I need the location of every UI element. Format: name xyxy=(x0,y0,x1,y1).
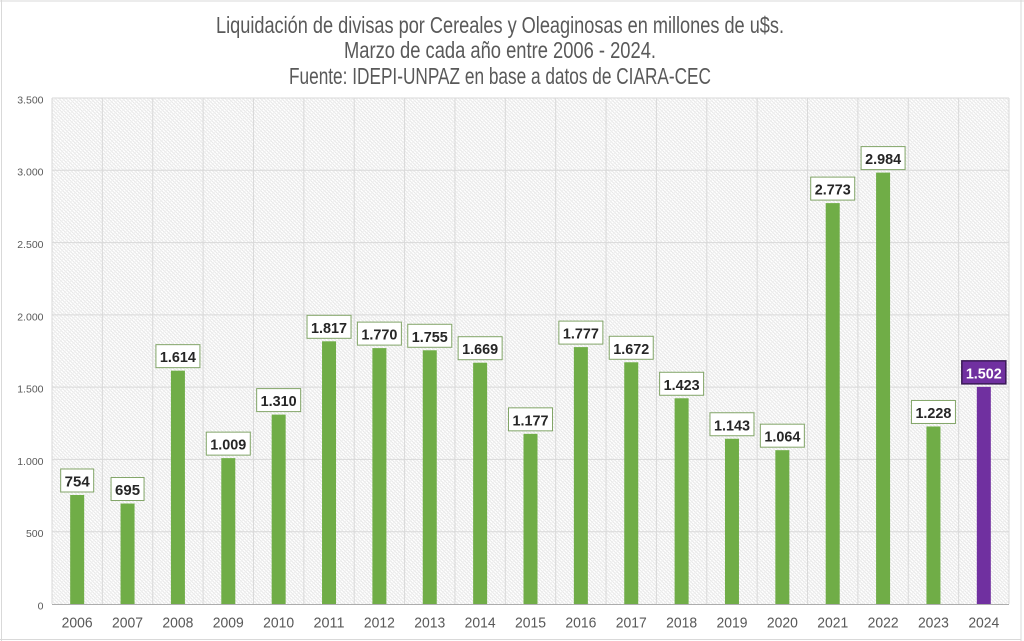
svg-text:1.502: 1.502 xyxy=(966,365,1002,382)
svg-text:1.228: 1.228 xyxy=(915,405,951,422)
svg-text:2018: 2018 xyxy=(666,615,697,632)
svg-text:754: 754 xyxy=(65,473,91,490)
svg-text:1.177: 1.177 xyxy=(513,412,549,429)
svg-text:1.500: 1.500 xyxy=(17,384,43,396)
svg-text:1.777: 1.777 xyxy=(563,326,599,343)
svg-text:2014: 2014 xyxy=(465,615,496,632)
svg-text:1.064: 1.064 xyxy=(764,429,801,446)
svg-text:1.755: 1.755 xyxy=(412,329,448,346)
svg-text:2023: 2023 xyxy=(918,615,949,632)
svg-text:1.770: 1.770 xyxy=(361,327,397,344)
svg-text:2013: 2013 xyxy=(414,615,445,632)
svg-text:2006: 2006 xyxy=(62,615,93,632)
svg-text:Fuente: IDEPI-UNPAZ en base a: Fuente: IDEPI-UNPAZ en base a datos de C… xyxy=(289,63,711,89)
svg-text:2.773: 2.773 xyxy=(815,182,851,199)
svg-text:2017: 2017 xyxy=(616,615,647,632)
svg-text:0: 0 xyxy=(38,600,44,612)
svg-text:2016: 2016 xyxy=(565,615,596,632)
svg-text:2015: 2015 xyxy=(515,615,546,632)
svg-text:1.143: 1.143 xyxy=(714,417,750,434)
svg-text:Liquidación de divisas por Cer: Liquidación de divisas por Cereales y Ol… xyxy=(216,12,784,38)
svg-text:3.000: 3.000 xyxy=(17,167,43,179)
svg-text:2.984: 2.984 xyxy=(865,151,902,168)
svg-text:2008: 2008 xyxy=(162,615,193,632)
svg-text:2022: 2022 xyxy=(868,615,899,632)
svg-text:1.000: 1.000 xyxy=(17,456,43,468)
svg-text:2021: 2021 xyxy=(817,615,848,632)
svg-text:2007: 2007 xyxy=(112,615,143,632)
svg-text:Marzo de cada año entre 2006 -: Marzo de cada año entre 2006 - 2024. xyxy=(344,37,656,63)
svg-text:2010: 2010 xyxy=(263,615,294,632)
svg-text:2.500: 2.500 xyxy=(17,239,43,251)
svg-text:500: 500 xyxy=(26,528,44,540)
svg-text:1.614: 1.614 xyxy=(160,349,197,366)
svg-text:1.310: 1.310 xyxy=(261,393,297,410)
svg-text:695: 695 xyxy=(115,482,140,499)
svg-text:2.000: 2.000 xyxy=(17,311,43,323)
svg-text:2012: 2012 xyxy=(364,615,395,632)
svg-text:2009: 2009 xyxy=(213,615,244,632)
svg-text:1.672: 1.672 xyxy=(613,341,649,358)
svg-text:3.500: 3.500 xyxy=(17,94,43,106)
svg-text:1.669: 1.669 xyxy=(462,341,498,358)
svg-text:1.423: 1.423 xyxy=(664,377,700,394)
svg-text:1.817: 1.817 xyxy=(311,320,347,337)
svg-text:2024: 2024 xyxy=(968,615,999,632)
svg-text:1.009: 1.009 xyxy=(210,437,246,454)
svg-text:2019: 2019 xyxy=(716,615,747,632)
svg-text:2011: 2011 xyxy=(314,615,345,632)
svg-text:2020: 2020 xyxy=(767,615,798,632)
